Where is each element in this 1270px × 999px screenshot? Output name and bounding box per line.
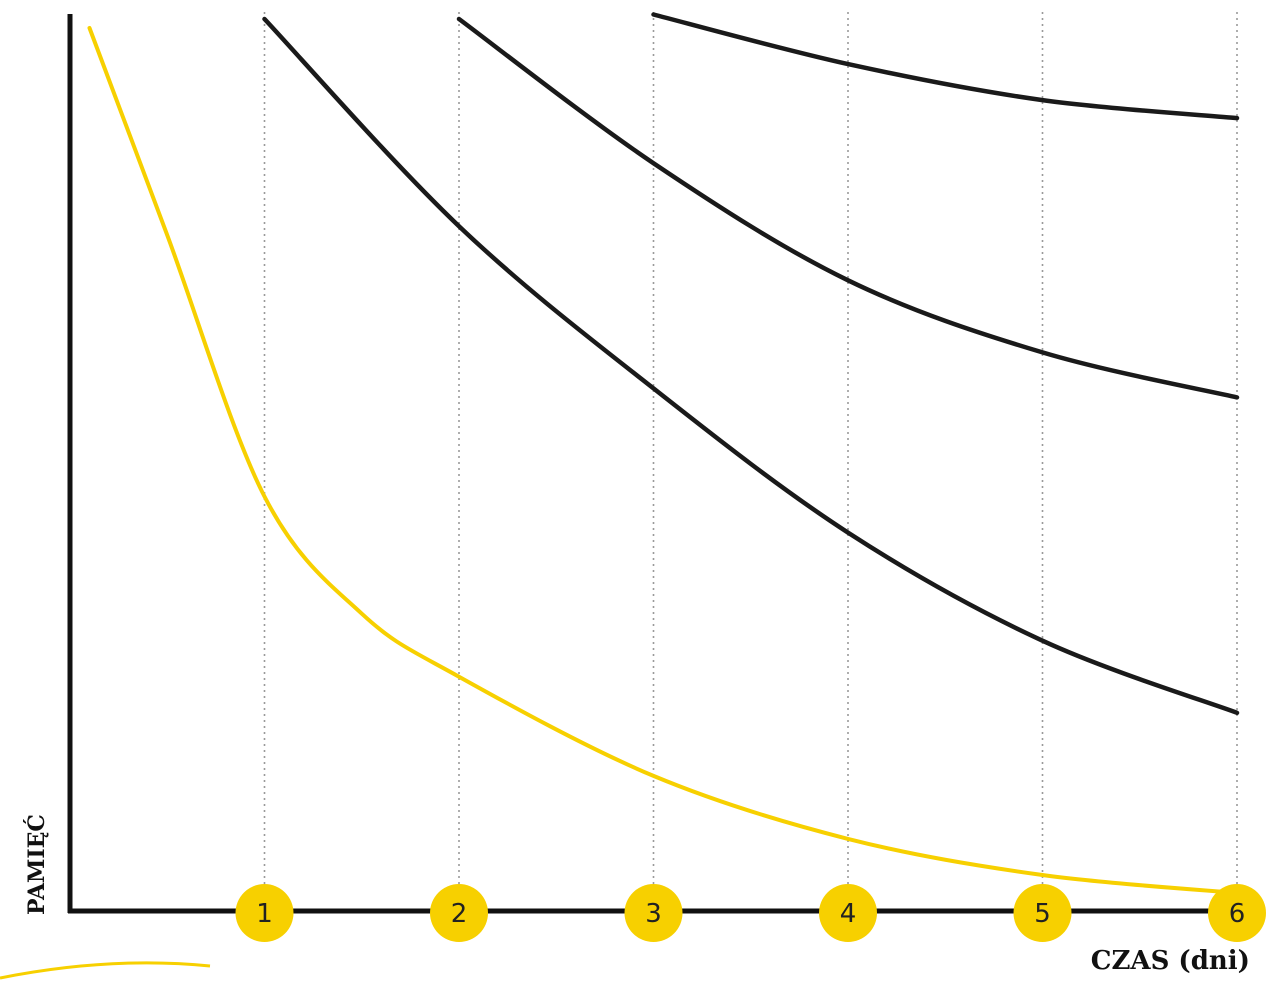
series-line-3 (456, 16, 1240, 400)
tick-marker-1 (235, 884, 294, 942)
tick-label-5: 5 (1034, 899, 1051, 929)
tick-marker-4 (819, 884, 877, 942)
tick-label-3: 3 (645, 899, 662, 929)
series-line-1 (87, 26, 1239, 895)
x-axis-label: CZAS (dni) (1091, 946, 1250, 976)
y-axis-label: PAMIĘĆ (23, 814, 50, 915)
tick-marker-6 (1208, 884, 1266, 942)
decorative-yellow-arc (0, 961, 211, 980)
tick-label-4: 4 (840, 899, 857, 929)
tick-label-1: 1 (256, 899, 273, 929)
x-tick-markers: 1 2 3 4 5 6 (235, 884, 1266, 942)
series-line-4 (651, 12, 1240, 121)
tick-label-2: 2 (451, 899, 468, 929)
tick-marker-3 (624, 884, 683, 942)
series-group (87, 12, 1240, 895)
tick-marker-5 (1013, 884, 1072, 942)
series-line-2 (262, 16, 1240, 716)
tick-marker-2 (430, 884, 488, 942)
tick-label-6: 6 (1229, 899, 1246, 929)
